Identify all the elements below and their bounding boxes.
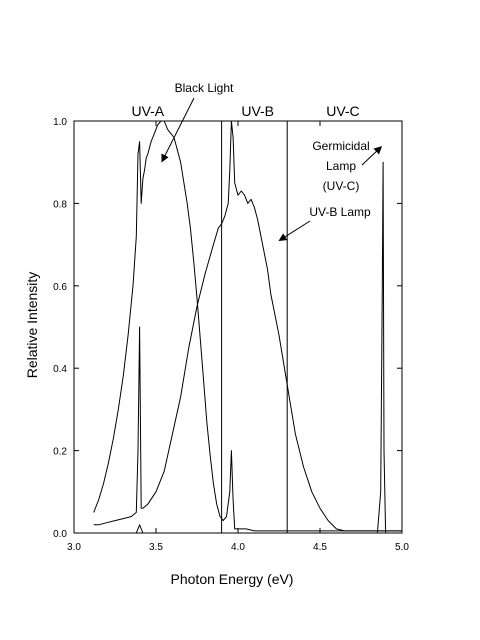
annotation-uvb-lamp: UV-B Lamp <box>309 205 371 219</box>
y-tick-label: 0.8 <box>53 199 67 210</box>
annotation-arrow-black-light <box>161 97 195 163</box>
annotation-germicidal-line: Germicidal <box>312 139 369 153</box>
band-label-uv-a: UV-A <box>131 103 164 119</box>
band-label-uv-b: UV-B <box>241 103 274 119</box>
x-axis-label: Photon Energy (eV) <box>171 571 294 587</box>
series-line-black-light <box>93 120 402 532</box>
x-tick-label: 3.0 <box>67 542 81 553</box>
y-tick-label: 0.2 <box>53 447 67 458</box>
series-line-germicidal-lamp-uv-c <box>93 161 402 534</box>
y-tick-label: 0.6 <box>53 282 67 293</box>
annotation-germicidal-line: (UV-C) <box>323 179 360 193</box>
annotation-black-light: Black Light <box>175 81 234 95</box>
y-axis-label: Relative Intensity <box>24 272 40 379</box>
y-tick-label: 0.0 <box>53 529 67 540</box>
series-line-uv-b-lamp <box>93 120 402 532</box>
y-tick-label: 1.0 <box>53 117 67 128</box>
x-tick-label: 5.0 <box>395 542 409 553</box>
y-tick-label: 0.4 <box>53 364 67 375</box>
annotation-germicidal-line: Lamp <box>326 159 356 173</box>
band-label-uv-c: UV-C <box>326 103 359 119</box>
annotation-arrow-uvb-lamp <box>278 220 311 242</box>
x-tick-label: 4.5 <box>313 542 327 553</box>
x-tick-label: 4.0 <box>231 542 245 553</box>
x-tick-label: 3.5 <box>149 542 163 553</box>
annotation-arrow-germicidal <box>361 146 383 166</box>
